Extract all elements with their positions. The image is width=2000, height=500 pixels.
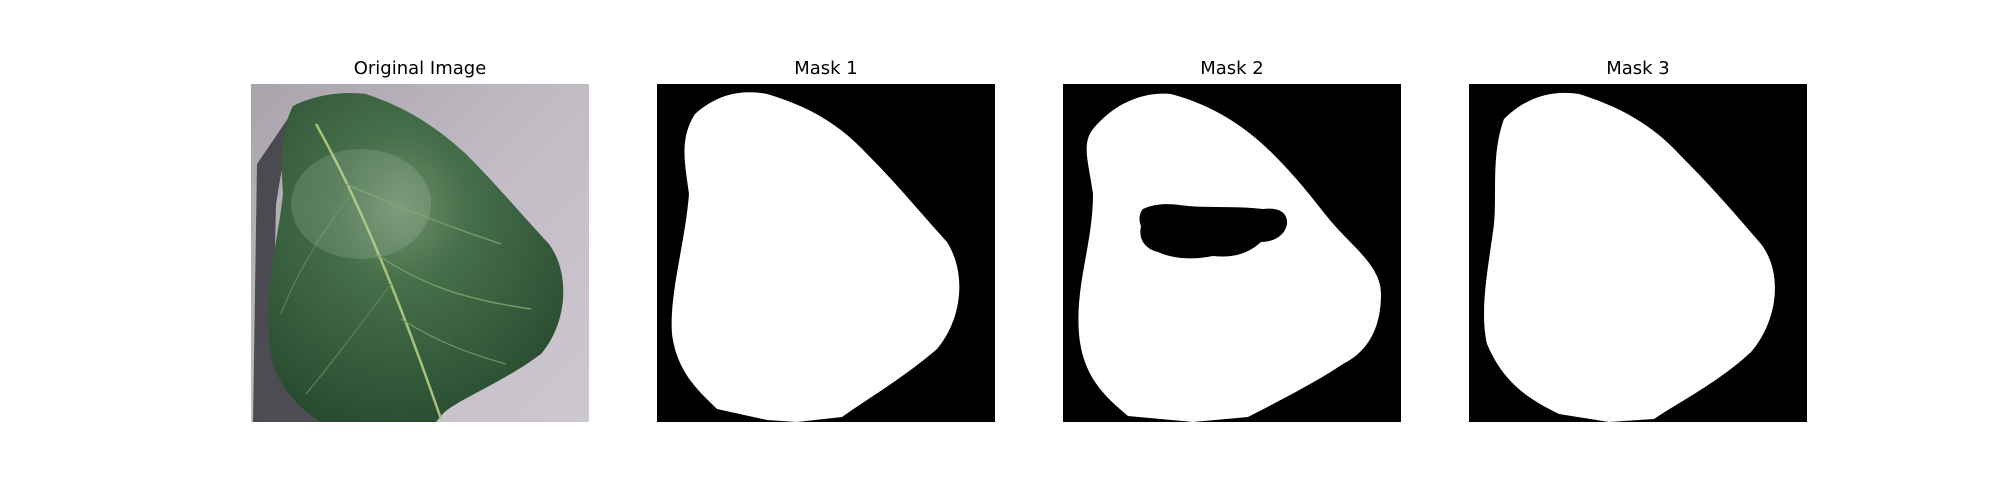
mask-3-image <box>1469 84 1807 422</box>
panel-title-mask-1: Mask 1 <box>794 58 858 79</box>
original-image <box>251 84 589 422</box>
mask-1-image <box>657 84 995 422</box>
leaf-vein <box>280 193 352 315</box>
leaf-vein <box>400 318 507 365</box>
panel-title-mask-3: Mask 3 <box>1606 58 1670 79</box>
mask-foreground <box>1484 92 1775 422</box>
mask-1-svg <box>657 84 995 422</box>
leaf-vein <box>375 253 532 310</box>
mask-2-svg <box>1063 84 1401 422</box>
mask-2-image <box>1063 84 1401 422</box>
panel-title-original: Original Image <box>353 58 487 79</box>
mask-foreground <box>1078 93 1381 422</box>
mask-3-svg <box>1469 84 1807 422</box>
leaf-midrib <box>314 123 443 420</box>
panel-title-mask-2: Mask 2 <box>1200 58 1264 79</box>
leaf-highlight <box>291 149 431 259</box>
leaf-vein <box>305 283 392 395</box>
mask-hole <box>1139 204 1288 259</box>
mask-foreground <box>671 92 960 422</box>
leaf-shadow <box>253 114 401 422</box>
leaf-vein <box>345 183 502 245</box>
leaf-photo <box>251 84 589 422</box>
